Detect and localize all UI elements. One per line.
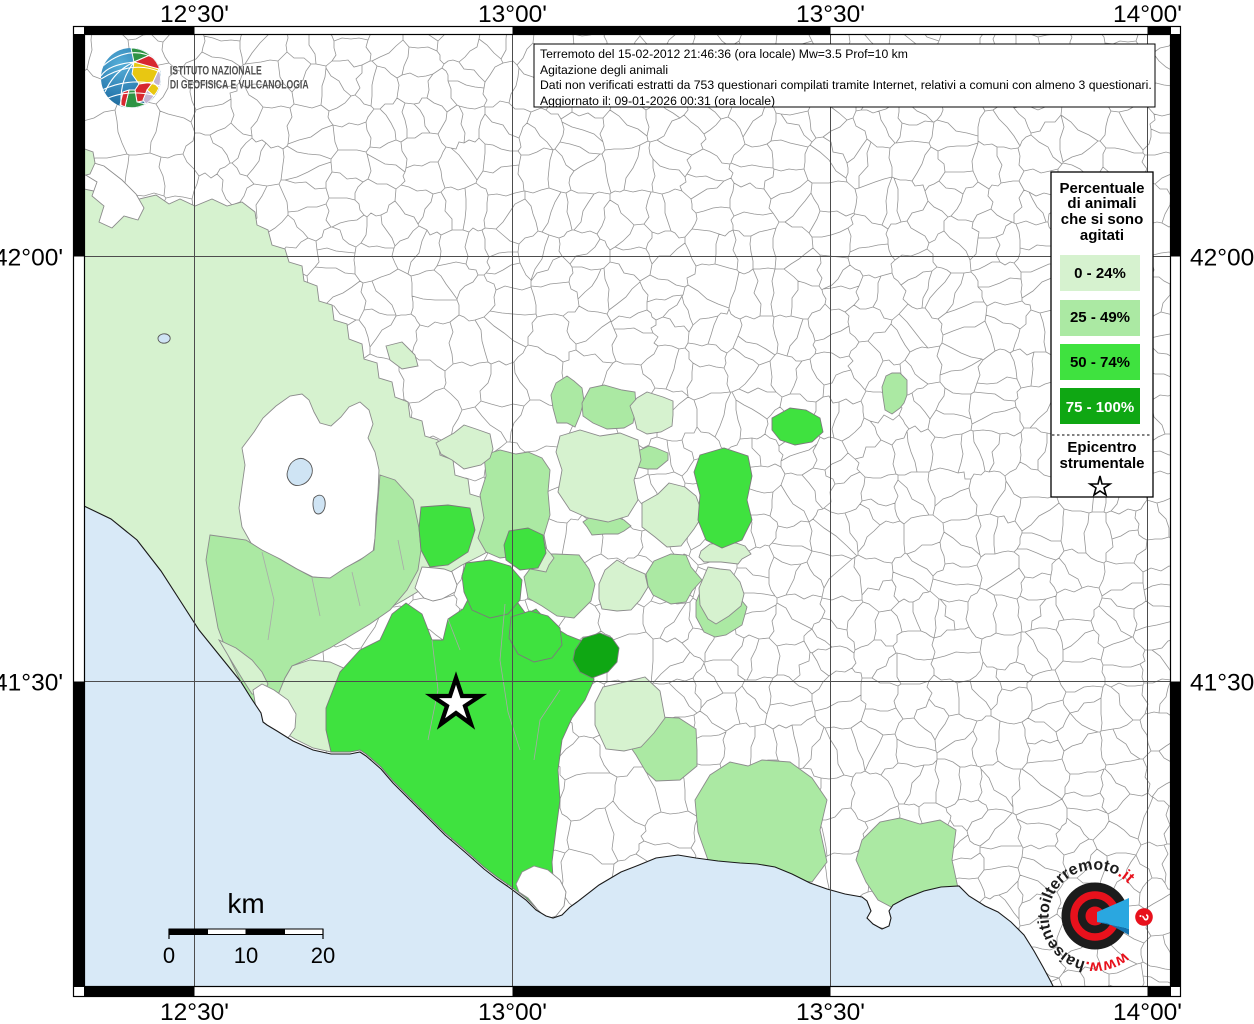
svg-text:20: 20 xyxy=(311,943,335,968)
svg-text:13°30': 13°30' xyxy=(796,1,865,28)
svg-text:Agitazione degli animali: Agitazione degli animali xyxy=(540,63,668,77)
svg-text:DI GEOFISICA E VULCANOLOGIA: DI GEOFISICA E VULCANOLOGIA xyxy=(170,79,309,92)
svg-text:12°30': 12°30' xyxy=(160,1,229,28)
svg-text:di animali: di animali xyxy=(1067,195,1136,212)
svg-text:che si sono: che si sono xyxy=(1061,211,1144,228)
svg-text:41°30': 41°30' xyxy=(0,670,63,697)
svg-text:km: km xyxy=(227,888,264,919)
svg-text:25 - 49%: 25 - 49% xyxy=(1070,309,1130,326)
svg-text:41°30': 41°30' xyxy=(1190,670,1254,697)
svg-text:12°30': 12°30' xyxy=(160,999,229,1024)
svg-text:13°00': 13°00' xyxy=(478,1,547,28)
svg-text:10: 10 xyxy=(234,943,258,968)
svg-text:agitati: agitati xyxy=(1080,227,1124,244)
svg-text:strumentale: strumentale xyxy=(1059,455,1144,472)
svg-text:0: 0 xyxy=(163,943,175,968)
svg-text:0 - 24%: 0 - 24% xyxy=(1074,265,1126,282)
svg-text:13°30': 13°30' xyxy=(796,999,865,1024)
svg-text:ISTITUTO NAZIONALE: ISTITUTO NAZIONALE xyxy=(170,65,262,78)
svg-text:14°00': 14°00' xyxy=(1113,999,1182,1024)
svg-text:Dati non verificati estratti d: Dati non verificati estratti da 753 ques… xyxy=(540,78,1152,92)
svg-text:50 - 74%: 50 - 74% xyxy=(1070,354,1130,371)
svg-text:42°00': 42°00' xyxy=(0,245,63,272)
svg-text:Terremoto del 15-02-2012 21:46: Terremoto del 15-02-2012 21:46:36 (ora l… xyxy=(540,47,908,61)
svg-text:13°00': 13°00' xyxy=(478,999,547,1024)
svg-text:42°00': 42°00' xyxy=(1190,245,1254,272)
svg-text:Aggiornato il: 09-01-2026 00:3: Aggiornato il: 09-01-2026 00:31 (ora loc… xyxy=(540,94,775,108)
svg-text:Percentuale: Percentuale xyxy=(1059,180,1144,197)
svg-text:75 - 100%: 75 - 100% xyxy=(1066,399,1134,416)
svg-text:Epicentro: Epicentro xyxy=(1067,439,1136,456)
svg-text:14°00': 14°00' xyxy=(1113,1,1182,28)
svg-text:?: ? xyxy=(1136,912,1152,922)
